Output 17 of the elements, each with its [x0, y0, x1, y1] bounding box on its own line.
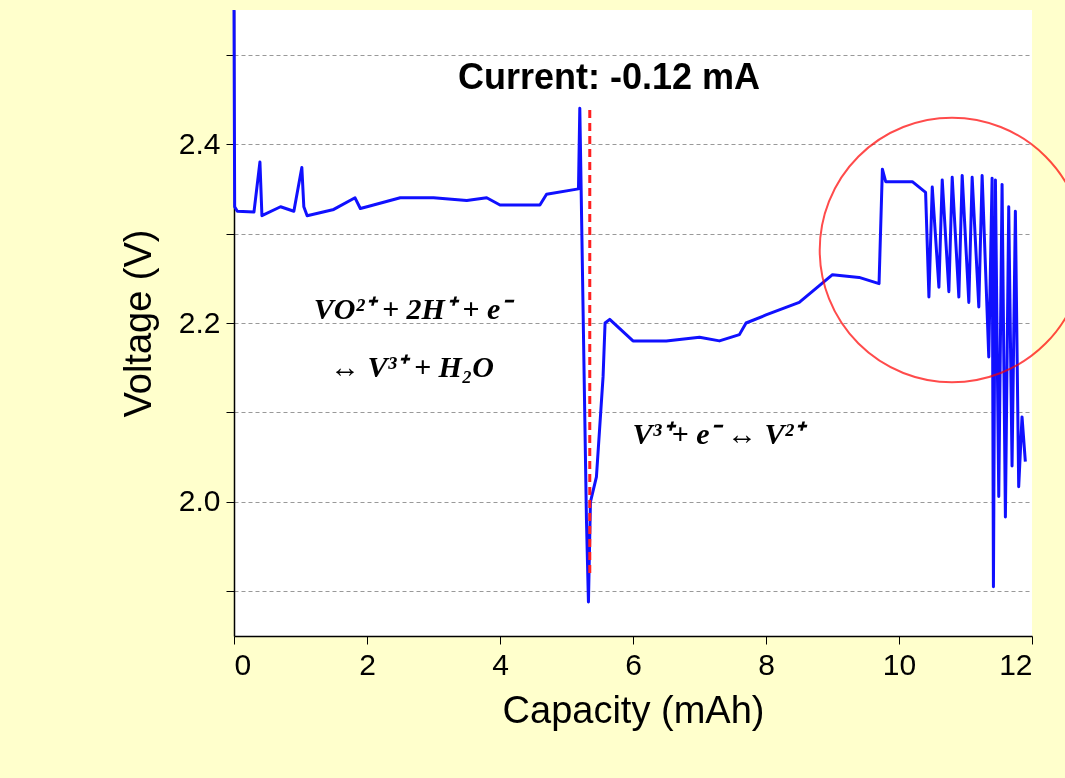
annotation: VO²⁺ + 2H⁺ + e⁻ [313, 292, 516, 325]
x-tick-label: 8 [758, 647, 775, 681]
x-tick-label: 10 [882, 647, 917, 681]
annotation: V³⁺+ e⁻ ↔ V²⁺ [632, 417, 809, 450]
annotation: ↔ V³⁺ + H₂O [329, 350, 495, 383]
x-tick-label: 12 [999, 647, 1033, 681]
line-series [232, 8, 1027, 604]
x-tick-label: 2 [359, 647, 376, 681]
y-axis-title: Voltage (V) [116, 229, 159, 418]
x-tick-label: 4 [492, 647, 509, 681]
text: Current: -0.12 mA [457, 56, 761, 97]
x-tick-label: 6 [625, 647, 642, 681]
y-tick-label: 2.4 [178, 126, 221, 160]
x-tick-label: 0 [234, 647, 252, 681]
y-tick-label: 2.2 [178, 305, 221, 339]
x-axis-title: Capacity (mAh) [502, 688, 765, 731]
y-tick-label: 2.0 [178, 484, 221, 518]
